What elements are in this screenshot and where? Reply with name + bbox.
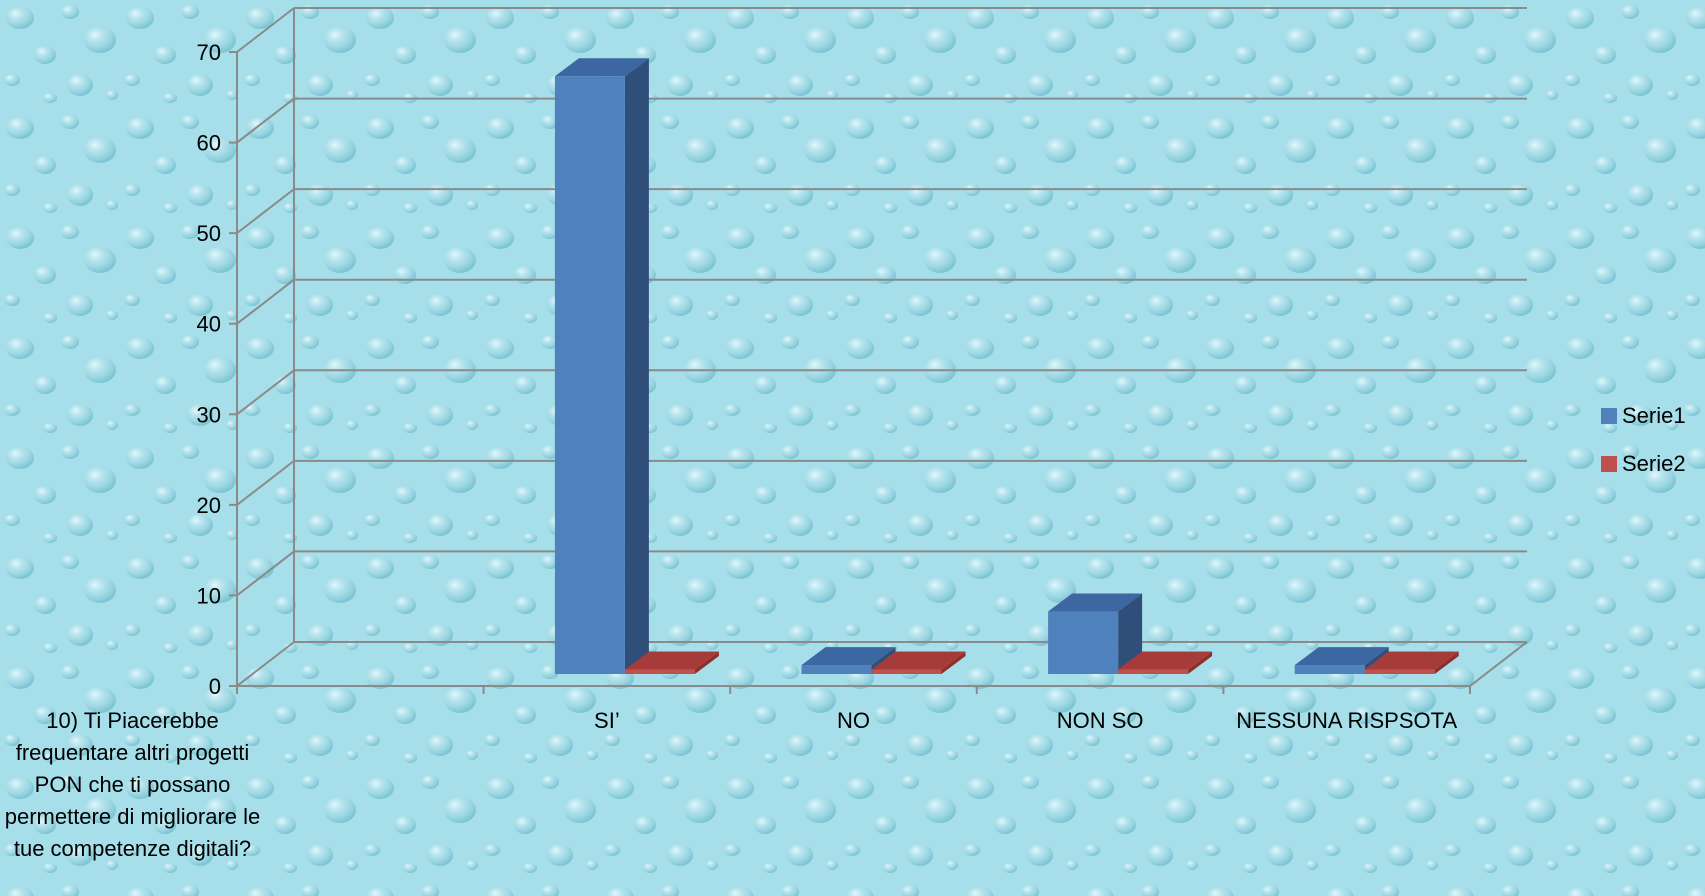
y-tick-label-10: 10 [197, 583, 221, 608]
bar-serie2-3 [1118, 651, 1213, 674]
bar-top [871, 651, 966, 670]
axes-layer [229, 51, 1528, 694]
grid-layer [236, 7, 1527, 687]
gridline-side-40 [236, 278, 295, 325]
gridline-side-20 [236, 460, 295, 506]
bar-front [801, 665, 872, 674]
y-tick-label-70: 70 [197, 40, 221, 65]
bar-side [694, 651, 719, 674]
category-label-1: SI’ [594, 708, 620, 733]
bar-side [1434, 651, 1459, 674]
bar-front [1048, 611, 1119, 674]
legend-label-serie1: Serie1 [1622, 403, 1686, 428]
bar-top [801, 647, 896, 666]
category-label-3: NON SO [1057, 708, 1144, 733]
bar-serie2-2 [871, 651, 966, 674]
legend-swatch-serie1 [1601, 408, 1617, 424]
bar-top [1364, 651, 1459, 670]
labels-layer: 0 10 20 30 40 50 60 70 SI’ NO NON SO NESSUNA RISPSO… [197, 40, 1458, 733]
bar-front [624, 669, 695, 674]
bar-front [1294, 665, 1365, 674]
gridline-side-30 [236, 369, 295, 416]
legend: Serie1 Serie2 [1601, 403, 1686, 476]
bar-serie2-4 [1364, 651, 1459, 674]
category-label-question: 10) Ti Piacerebbe frequentare altri prog… [4, 708, 261, 861]
bar-top [1294, 647, 1389, 666]
bar-side [1118, 593, 1143, 674]
legend-swatch-serie2 [1601, 456, 1617, 472]
floor-right-edge [1469, 641, 1528, 687]
gridline-side-50 [236, 188, 295, 234]
bar-front [1364, 669, 1435, 674]
bar-front [554, 76, 625, 674]
y-tick-label-0: 0 [209, 674, 221, 699]
bar-serie1-3 [1048, 593, 1143, 674]
gridline-side-70 [236, 7, 295, 53]
category-label-2: NO [837, 708, 870, 733]
bar-serie2-1 [624, 651, 719, 674]
bars-layer [554, 58, 1459, 674]
bar-top [1118, 651, 1213, 670]
y-tick-label-30: 30 [197, 402, 221, 427]
y-tick-label-60: 60 [197, 131, 221, 156]
bar-side [1188, 651, 1213, 674]
category-label-4: NESSUNA RISPSOTA [1236, 708, 1457, 733]
bar-front [1118, 669, 1189, 674]
bar-serie1-1 [554, 58, 649, 674]
bar-top [554, 58, 649, 77]
y-tick-label-40: 40 [197, 312, 221, 337]
bar-front [871, 669, 942, 674]
bar-top [1048, 593, 1143, 612]
y-tick-label-50: 50 [197, 221, 221, 246]
bar-side [624, 58, 649, 674]
gridline-side-0 [236, 641, 295, 687]
bar-top [624, 651, 719, 670]
bar-side [941, 651, 966, 674]
gridline-side-60 [236, 97, 295, 144]
y-tick-label-20: 20 [197, 493, 221, 518]
legend-label-serie2: Serie2 [1622, 451, 1686, 476]
gridline-side-10 [236, 550, 295, 597]
